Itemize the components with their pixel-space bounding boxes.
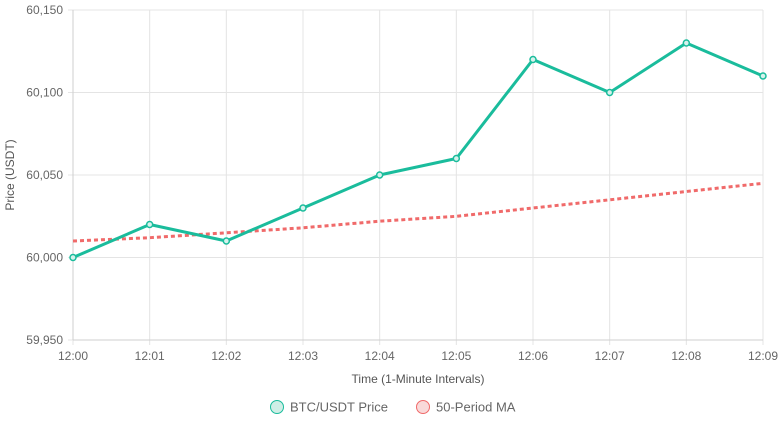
x-tick-label: 12:03 — [288, 349, 318, 363]
50-period-ma-legend-swatch — [416, 400, 430, 414]
x-tick-label: 12:05 — [441, 349, 471, 363]
btc-usdt-price-point — [605, 88, 614, 97]
btc-usdt-price-point — [452, 154, 461, 163]
btc-usdt-price-point — [145, 220, 154, 229]
btc-usdt-price-point — [299, 204, 307, 212]
y-axis-title: Price (USDT) — [3, 139, 17, 210]
axes: 59,950 60,000 60,050 60,100 60,150 12:00 12:01… — [26, 3, 778, 363]
50-period-ma-line — [72, 181, 764, 243]
btc-usdt-price-point — [759, 72, 767, 80]
x-tick-label: 12:07 — [595, 349, 625, 363]
btc-usdt-price-line — [72, 41, 764, 259]
btc-usdt-price-point — [69, 253, 77, 262]
y-tick-label: 59,950 — [26, 333, 63, 347]
btc-usdt-price-point — [682, 39, 691, 47]
btc-usdt-price-point — [222, 237, 231, 245]
series-lines — [72, 41, 764, 259]
btc-usdt-price-legend-label: BTC/USDT Price — [290, 400, 388, 415]
data-points — [69, 39, 767, 262]
x-axis-title: Time (1-Minute Intervals) — [352, 372, 485, 386]
x-tick-label: 12:01 — [135, 349, 165, 363]
btc-usdt-price-legend-swatch — [270, 400, 284, 414]
btc-usdt-price-point — [375, 171, 384, 179]
y-tick-label: 60,050 — [26, 168, 63, 182]
x-tick-label: 12:00 — [58, 349, 88, 363]
x-tick-label: 12:09 — [748, 349, 778, 363]
x-tick-label: 12:08 — [671, 349, 701, 363]
legend: BTC/USDT Price 50-Period MA — [270, 400, 516, 415]
y-tick-label: 60,000 — [26, 251, 63, 265]
x-tick-label: 12:04 — [365, 349, 395, 363]
x-tick-label: 12:06 — [518, 349, 548, 363]
y-tick-label: 60,150 — [26, 3, 63, 17]
x-tick-label: 12:02 — [211, 349, 241, 363]
50-period-ma-legend-label: 50-Period MA — [436, 400, 516, 415]
y-tick-label: 60,100 — [26, 86, 63, 100]
btc-usdt-price-point — [529, 55, 537, 64]
